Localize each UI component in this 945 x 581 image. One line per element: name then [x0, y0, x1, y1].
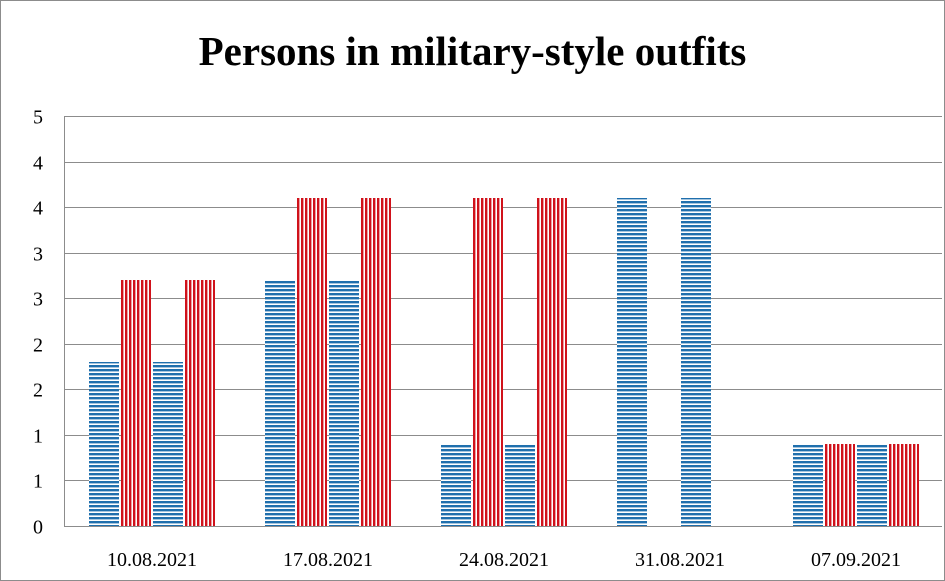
bar-17.08.2021-series-2: [297, 198, 327, 526]
y-tick-label: 1: [33, 471, 43, 493]
bar-10.08.2021-series-1: [89, 362, 119, 526]
bar-17.08.2021-series-4: [361, 198, 391, 526]
bar-07.09.2021-series-4: [889, 444, 919, 526]
x-tick-label: 10.08.2021: [107, 549, 197, 571]
bar-24.08.2021-series-4: [537, 198, 567, 526]
bar-31.08.2021-series-3: [681, 198, 711, 526]
x-tick-label: 31.08.2021: [635, 549, 725, 571]
y-tick-label: 3: [33, 244, 43, 266]
bar-07.09.2021-series-2: [825, 444, 855, 526]
y-tick-labels: 0 1 1 2 2 3 3 4 4 5: [33, 107, 43, 539]
bar-24.08.2021-series-3: [505, 444, 535, 526]
bar-31.08.2021-series-1: [617, 198, 647, 526]
chart-title: Persons in military-style outfits: [198, 28, 747, 74]
x-tick-label: 07.09.2021: [811, 549, 901, 571]
y-tick-label: 0: [33, 517, 43, 539]
bar-10.08.2021-series-3: [153, 362, 183, 526]
bar-17.08.2021-series-1: [265, 280, 295, 526]
bar-10.08.2021-series-2: [121, 280, 151, 526]
y-tick-label: 1: [33, 426, 43, 448]
x-tick-labels: 10.08.2021 17.08.2021 24.08.2021 31.08.2021…: [107, 549, 901, 571]
axes: [64, 116, 942, 527]
x-tick-label: 24.08.2021: [459, 549, 549, 571]
bar-07.09.2021-series-3: [857, 444, 887, 526]
bar-24.08.2021-series-1: [441, 444, 471, 526]
y-tick-label: 5: [33, 107, 43, 129]
y-tick-label: 2: [33, 380, 43, 402]
x-tick-label: 17.08.2021: [283, 549, 373, 571]
bar-10.08.2021-series-4: [185, 280, 215, 526]
y-tick-label: 3: [33, 289, 43, 311]
bars: [89, 198, 919, 526]
y-tick-label: 2: [33, 335, 43, 357]
bar-24.08.2021-series-2: [473, 198, 503, 526]
y-tick-label: 4: [33, 153, 43, 175]
bar-07.09.2021-series-1: [793, 444, 823, 526]
bar-17.08.2021-series-3: [329, 280, 359, 526]
y-tick-label: 4: [33, 198, 43, 220]
